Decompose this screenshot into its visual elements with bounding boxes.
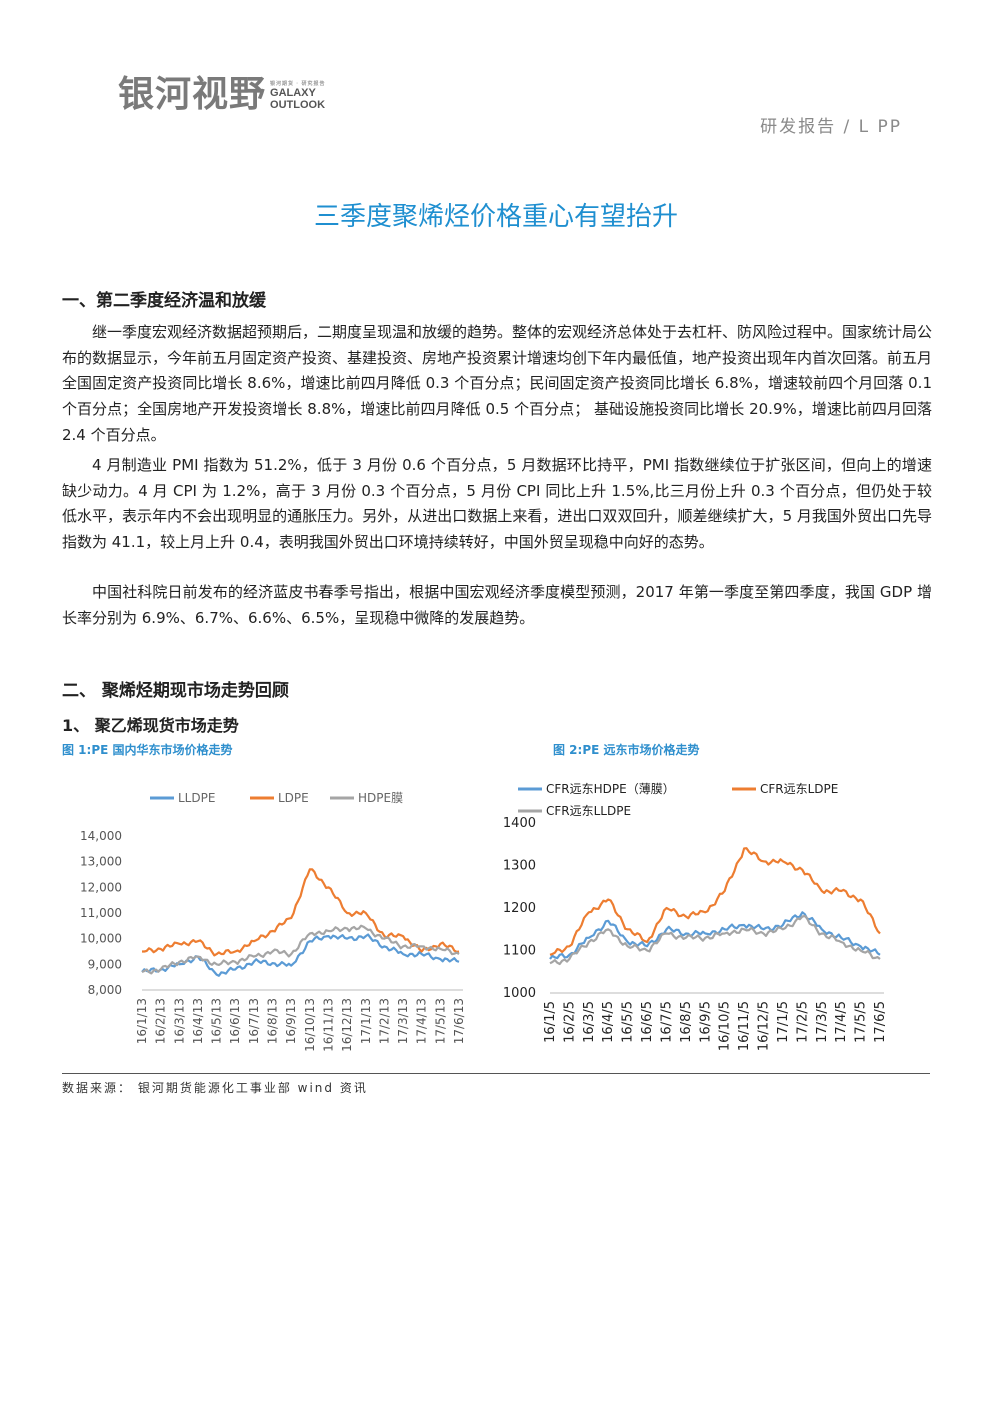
series-line-2-1: [549, 847, 881, 956]
chart2-svg: CFR远东HDPE（薄膜） CFR远东LDPE CFR远东LLDPE 1400 1300…: [503, 781, 888, 1051]
x-tick-label-1-5: 16/6/13: [228, 998, 242, 1044]
y-tick-label-2-2: 1200: [503, 901, 536, 916]
x-tick-label-2-3: 16/4/5: [601, 1001, 616, 1043]
figure2-caption: 图 2:PE 远东市场价格走势: [553, 743, 700, 757]
paragraph-2: 4 月制造业 PMI 指数为 51.2%，低于 3 月份 0.6 个百分点，5 …: [62, 456, 932, 552]
x-tick-label-2-4: 16/5/5: [621, 1001, 636, 1043]
x-tick-label-1-9: 16/10/13: [303, 998, 317, 1052]
x-tick-label-1-7: 16/8/13: [266, 998, 280, 1044]
logo-tiny-text: 银河期货 · 研究报告: [270, 81, 326, 87]
chart-pe-east-china: LLDPE LDPE HDPE膜 14,000 13,000 12,000 11,000 10…: [62, 762, 482, 1066]
y-tick-label-1-5: 9,000: [88, 957, 122, 971]
x-tick-label-1-10: 16/11/13: [321, 998, 335, 1052]
x-tick-label-1-13: 17/2/13: [377, 998, 391, 1044]
logo-chinese: 银河视野: [118, 74, 267, 115]
section2-heading: 二、 聚烯烃期现市场走势回顾: [62, 681, 289, 701]
y-tick-label-1-6: 8,000: [88, 983, 122, 997]
y-tick-label-2-1: 1300: [503, 859, 536, 874]
series-line-2-0: [549, 911, 881, 960]
y-tick-label-1-4: 10,000: [80, 932, 122, 946]
x-tick-label-2-13: 17/2/5: [795, 1001, 810, 1043]
legend-label-2-2: CFR远东LLDPE: [546, 804, 631, 818]
y-tick-label-1-0: 14,000: [80, 829, 122, 843]
source-note: 数据来源： 银河期货能源化工事业部 wind 资讯: [62, 1081, 368, 1095]
x-tick-label-1-8: 16/9/13: [284, 998, 298, 1044]
x-tick-label-1-14: 17/3/13: [396, 998, 410, 1044]
x-tick-label-1-6: 16/7/13: [247, 998, 261, 1044]
x-tick-label-2-12: 17/1/5: [776, 1001, 791, 1043]
y-tick-label-1-2: 12,000: [80, 880, 122, 894]
legend-label-1-2: HDPE膜: [358, 791, 403, 805]
logo-en-line1: GALAXY: [270, 87, 316, 99]
section1-heading: 一、第二季度经济温和放缓: [62, 291, 266, 311]
x-tick-label-1-11: 16/12/13: [340, 998, 354, 1052]
legend-label-2-1: CFR远东LDPE: [760, 782, 838, 796]
chart1-svg: LLDPE LDPE HDPE膜 14,000 13,000 12,000 11,000 10…: [80, 791, 466, 1052]
y-tick-label-2-4: 1000: [503, 986, 536, 1001]
x-tick-label-1-4: 16/5/13: [210, 998, 224, 1044]
x-tick-label-2-11: 16/12/5: [757, 1001, 772, 1051]
x-tick-label-2-16: 17/5/5: [854, 1001, 869, 1043]
x-tick-label-1-0: 16/1/13: [135, 998, 149, 1044]
x-tick-label-2-1: 16/2/5: [562, 1001, 577, 1043]
x-tick-label-2-9: 16/10/5: [718, 1001, 733, 1051]
report-tag: 研发报告 / L PP: [760, 117, 902, 137]
section2-subheading: 1、 聚乙烯现货市场走势: [62, 716, 239, 735]
legend-label-2-0: CFR远东HDPE（薄膜）: [546, 781, 675, 796]
x-tick-label-2-2: 16/3/5: [582, 1001, 597, 1043]
report-title: 三季度聚烯烃价格重心有望抬升: [313, 202, 678, 232]
y-tick-label-1-1: 13,000: [80, 855, 122, 869]
logo-en-line2: OUTLOOK: [270, 99, 326, 111]
paragraph-3: 中国社科院日前发布的经济蓝皮书春季号指出，根据中国宏观经济季度模型预测，2017…: [62, 583, 932, 627]
legend-label-1-0: LLDPE: [178, 791, 215, 805]
logo: 银河视野 银河期货 · 研究报告 GALAXY OUTLOOK: [118, 76, 325, 114]
series-line-1-1: [142, 868, 460, 957]
y-tick-label-1-3: 11,000: [80, 906, 122, 920]
y-tick-label-2-3: 1100: [503, 944, 536, 959]
x-tick-label-2-15: 17/4/5: [834, 1001, 849, 1043]
legend-label-1-1: LDPE: [278, 791, 309, 805]
x-tick-label-1-12: 17/1/13: [359, 998, 373, 1044]
source-divider: [62, 1073, 930, 1074]
x-tick-label-1-15: 17/4/13: [415, 998, 429, 1044]
x-tick-label-2-10: 16/11/5: [737, 1001, 752, 1051]
x-tick-label-1-17: 17/6/13: [452, 998, 466, 1044]
logo-english: 银河期货 · 研究报告 GALAXY OUTLOOK: [270, 81, 325, 111]
series-line-1-2: [141, 924, 460, 975]
x-tick-label-1-3: 16/4/13: [191, 998, 205, 1044]
figure1-caption: 图 1:PE 国内华东市场价格走势: [62, 743, 233, 757]
chart-pe-far-east: CFR远东HDPE（薄膜） CFR远东LDPE CFR远东LLDPE 1400 1300…: [500, 762, 930, 1066]
x-tick-label-2-6: 16/7/5: [659, 1001, 674, 1043]
y-tick-label-2-0: 1400: [503, 816, 536, 831]
x-tick-label-1-16: 17/5/13: [433, 998, 447, 1044]
x-tick-label-2-5: 16/6/5: [640, 1001, 655, 1043]
x-tick-label-2-7: 16/8/5: [679, 1001, 694, 1043]
x-tick-label-1-2: 16/3/13: [172, 998, 186, 1044]
x-tick-label-2-17: 17/6/5: [873, 1001, 888, 1043]
x-tick-label-1-1: 16/2/13: [154, 998, 168, 1044]
x-tick-label-2-8: 16/9/5: [698, 1001, 713, 1043]
x-tick-label-2-0: 16/1/5: [543, 1001, 558, 1043]
paragraph-1: 继一季度宏观经济数据超预期后，二期度呈现温和放缓的趋势。整体的宏观经济总体处于去…: [62, 323, 933, 444]
x-tick-label-2-14: 17/3/5: [815, 1001, 830, 1043]
series-line-2-2: [549, 914, 881, 966]
